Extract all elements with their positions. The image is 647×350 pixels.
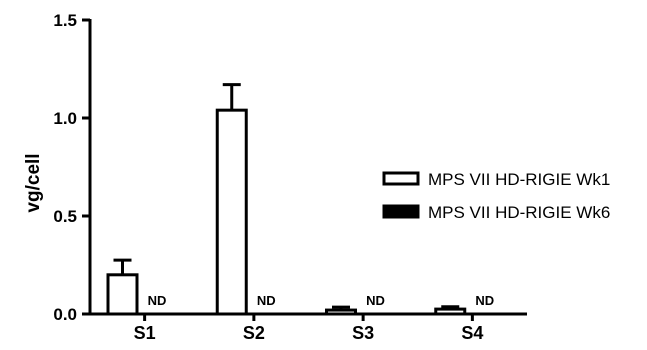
y-tick-label: 1.0 (53, 109, 77, 128)
nd-label: ND (257, 293, 276, 308)
y-axis-label: vg/cell (23, 153, 44, 212)
x-tick-label: S4 (461, 323, 483, 343)
y-tick-labels: 0.0 0.5 1.0 1.5 (53, 11, 77, 324)
x-tick-label: S2 (243, 323, 265, 343)
legend-swatch-wk6 (382, 204, 420, 219)
legend: MPS VII HD-RIGIE Wk1 MPS VII HD-RIGIE Wk… (382, 170, 610, 222)
x-tick-label: S3 (352, 323, 374, 343)
legend-label-wk1: MPS VII HD-RIGIE Wk1 (428, 170, 610, 189)
bar-wk1 (215, 108, 248, 316)
nd-label: ND (148, 293, 167, 308)
nd-label: ND (475, 293, 494, 308)
y-tick-label: 0.5 (53, 207, 77, 226)
x-tick-label: S1 (134, 323, 156, 343)
bars (106, 83, 467, 316)
bar-wk1 (106, 273, 139, 316)
bar-wk1 (325, 308, 357, 316)
legend-swatch-wk1 (382, 171, 420, 186)
nd-label: ND (366, 293, 385, 308)
y-tick-label: 1.5 (53, 11, 77, 30)
y-tick-label: 0.0 (53, 305, 77, 324)
nd-labels: ND ND ND ND (148, 293, 495, 308)
legend-label-wk6: MPS VII HD-RIGIE Wk6 (428, 203, 610, 222)
bar-wk1 (434, 307, 467, 316)
x-tick-labels: S1 S2 S3 S4 (134, 323, 484, 343)
